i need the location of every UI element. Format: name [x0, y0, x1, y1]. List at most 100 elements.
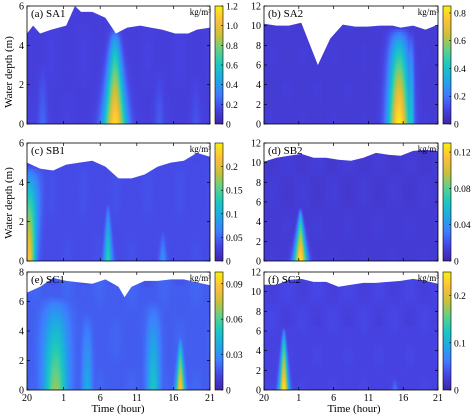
colorbar	[442, 5, 452, 125]
colorbar-unit: kg/m³	[418, 7, 440, 17]
colorbar-tick-label: 0.2	[454, 292, 466, 302]
x-tick-label: 6	[98, 393, 103, 404]
x-tick-label: 11	[132, 393, 142, 404]
y-tick-label: 0	[19, 386, 24, 397]
y-tick-label: 0	[256, 120, 261, 131]
colorbar	[442, 142, 452, 262]
colorbar-tick-label: 0.4	[454, 65, 466, 75]
colorbar	[214, 142, 224, 262]
heatmap-field	[264, 272, 438, 390]
y-tick-label: 12	[251, 2, 261, 13]
colorbar-tick-label: 0.8	[226, 42, 238, 52]
y-tick-label: 8	[256, 178, 261, 189]
colorbar-tick-label: 0	[226, 258, 231, 268]
y-tick-label: 6	[256, 61, 261, 72]
y-tick-label: 10	[251, 21, 261, 32]
colorbar-tick-label: 0.8	[454, 9, 466, 19]
y-tick-label: 12	[251, 268, 261, 279]
colorbar-tick-label: 0.1	[454, 339, 466, 349]
colorbar-tick-label: 0.6	[454, 37, 466, 47]
colorbar-unit: kg/m³	[418, 273, 440, 283]
colorbar-tick-label: 0.06	[226, 316, 243, 326]
y-tick-label: 2	[19, 217, 24, 228]
x-axis-label-right: Time (hour)	[327, 403, 380, 415]
plot-frame	[26, 5, 211, 125]
colorbar	[442, 271, 452, 391]
heatmap-field	[27, 143, 210, 261]
panel-1: (a) SA1 0 2 4 6 kg/m³ 0 0.2 0.4 0.6 0.8 1.0 1.2	[19, 2, 238, 131]
panel-4: (d) SB2 0 2 4 6 8 10 12 kg/m³ 0 0.04 0.08 0.12	[251, 139, 471, 268]
x-tick-label: 1	[61, 393, 66, 404]
y-tick-label: 0	[19, 257, 24, 268]
y-tick-label: 8	[256, 307, 261, 318]
colorbar-tick-label: 0.15	[226, 187, 243, 197]
colorbar-tick-label: 0	[226, 387, 231, 397]
colorbar-unit: kg/m³	[190, 7, 212, 17]
x-tick-label: 21	[205, 393, 215, 404]
colorbar-tick-label: 0	[226, 121, 231, 131]
colorbar-tick-label: 0.4	[226, 81, 238, 91]
colorbar-tick-label: 0.04	[454, 221, 471, 231]
y-tick-label: 0	[256, 386, 261, 397]
colorbar-tick-label: 0.08	[454, 185, 471, 195]
y-tick-label: 6	[256, 198, 261, 209]
y-tick-label: 2	[19, 80, 24, 91]
y-tick-label: 10	[251, 158, 261, 169]
y-tick-label: 2	[19, 356, 24, 367]
colorbar-tick-label: 0.09	[226, 280, 243, 290]
colorbar	[214, 271, 224, 391]
y-tick-label: 8	[19, 268, 24, 279]
water-surface-mask	[264, 143, 438, 162]
colorbar-tick-label: 1.2	[226, 3, 238, 13]
heatmap-field	[27, 272, 210, 390]
x-tick-label: 16	[398, 393, 408, 404]
plot-frame	[26, 142, 211, 262]
panel-label: (f) SC2	[268, 274, 301, 286]
y-tick-label: 2	[256, 100, 261, 111]
colorbar-tick-label: 0.05	[226, 234, 243, 244]
y-tick-label: 4	[256, 346, 261, 357]
colorbar-tick-label: 0.1	[226, 210, 238, 220]
panel-2: (b) SA2 0 2 4 6 8 10 12 kg/m³ 0 0.2 0.4 0.6 0.8	[251, 2, 466, 131]
y-tick-label: 6	[19, 297, 24, 308]
y-tick-label: 4	[256, 217, 261, 228]
panel-3: (c) SB1 0 2 4 6 kg/m³ 0 0.05 0.1 0.15 0.2	[19, 139, 243, 268]
colorbar-tick-label: 0.2	[226, 163, 238, 173]
colorbar-tick-label: 0	[454, 121, 459, 131]
water-surface-mask	[27, 143, 210, 179]
x-tick-label: 21	[433, 393, 443, 404]
y-tick-label: 4	[19, 178, 24, 189]
water-surface-mask	[27, 6, 210, 34]
x-tick-label: 11	[364, 393, 374, 404]
x-tick-label: 20	[22, 393, 32, 404]
y-tick-label: 6	[19, 139, 24, 150]
y-tick-label: 4	[19, 327, 24, 338]
y-tick-label: 0	[256, 257, 261, 268]
panel-label: (b) SA2	[268, 8, 303, 20]
y-axis-label-top: Water depth (m)	[3, 36, 15, 108]
y-tick-label: 6	[256, 327, 261, 338]
y-tick-label: 0	[19, 120, 24, 131]
panel-label: (e) SC1	[31, 274, 65, 286]
panel-label: (a) SA1	[31, 8, 66, 20]
heatmap-field	[264, 143, 438, 261]
colorbar-tick-label: 0	[454, 387, 459, 397]
water-surface-mask	[264, 272, 438, 287]
colorbar-tick-label: 0.12	[454, 149, 471, 159]
x-tick-label: 20	[259, 393, 269, 404]
x-tick-label: 16	[168, 393, 178, 404]
y-tick-label: 6	[19, 2, 24, 13]
y-tick-label: 12	[251, 139, 261, 150]
colorbar-tick-label: 0.03	[226, 351, 243, 361]
x-tick-label: 1	[296, 393, 301, 404]
y-axis-label-middle: Water depth (m)	[3, 167, 15, 239]
colorbar-unit: kg/m³	[190, 144, 212, 154]
y-tick-label: 2	[256, 237, 261, 248]
y-tick-label: 4	[256, 80, 261, 91]
water-surface-mask	[264, 6, 438, 65]
x-tick-label: 6	[331, 393, 336, 404]
colorbar-unit: kg/m³	[190, 273, 212, 283]
